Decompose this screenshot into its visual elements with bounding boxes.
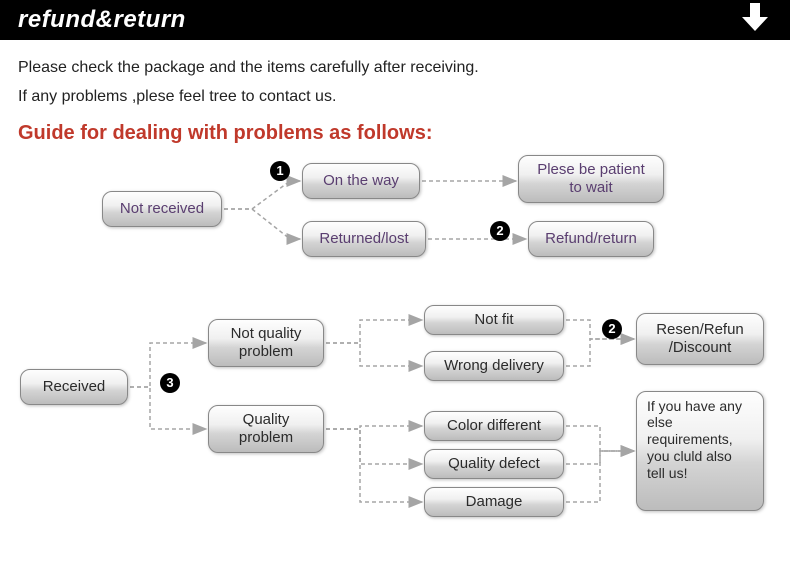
flow-node-else: If you have any else requirements, you c… <box>636 391 764 511</box>
edge-quality-to-qual_defect <box>326 429 422 464</box>
edge-wrong_deliv-to-resen <box>566 339 634 366</box>
flow-node-returned: Returned/lost <box>302 221 426 257</box>
flow-node-wrong_deliv: Wrong delivery <box>424 351 564 381</box>
flow-node-not_quality: Not quality problem <box>208 319 324 367</box>
edge-color_diff-to-else <box>566 426 634 451</box>
flow-node-patient: Plese be patient to wait <box>518 155 664 203</box>
flow-node-on_the_way: On the way <box>302 163 420 199</box>
edge-not_quality-to-wrong_deliv <box>326 343 422 366</box>
step-badge-2: 2 <box>490 221 510 241</box>
flow-node-not_fit: Not fit <box>424 305 564 335</box>
edge-not_quality-to-not_fit <box>326 320 422 343</box>
edge-quality-to-color_diff <box>326 426 422 429</box>
edge-not_fit-to-resen <box>566 320 634 339</box>
intro-line-1: Please check the package and the items c… <box>18 54 772 83</box>
flow-node-qual_defect: Quality defect <box>424 449 564 479</box>
edge-qual_defect-to-else <box>566 451 634 464</box>
edge-quality-to-damage <box>326 429 422 502</box>
flow-node-not_received: Not received <box>102 191 222 227</box>
flow-node-resen: Resen/Refun /Discount <box>636 313 764 365</box>
flow-node-refund_return: Refund/return <box>528 221 654 257</box>
header-title: refund&return <box>18 6 186 34</box>
intro-line-2: If any problems ,plese feel tree to cont… <box>18 83 772 112</box>
edge-not_received-to-returned <box>224 209 300 239</box>
flow-node-color_diff: Color different <box>424 411 564 441</box>
edge-received-to-quality <box>130 387 206 429</box>
guide-title: Guide for dealing with problems as follo… <box>0 118 790 153</box>
step-badge-2: 2 <box>602 319 622 339</box>
header-bar: refund&return <box>0 0 790 40</box>
edge-damage-to-else <box>566 451 634 502</box>
step-badge-3: 3 <box>160 373 180 393</box>
flow-node-received: Received <box>20 369 128 405</box>
flow-node-damage: Damage <box>424 487 564 517</box>
edge-not_received-to-on_the_way <box>224 181 300 209</box>
intro-text: Please check the package and the items c… <box>0 40 790 118</box>
flowchart-canvas: Not received On the way Plese be patient t… <box>0 153 790 573</box>
flow-node-quality: Quality problem <box>208 405 324 453</box>
down-arrow-icon <box>738 3 772 38</box>
step-badge-1: 1 <box>270 161 290 181</box>
